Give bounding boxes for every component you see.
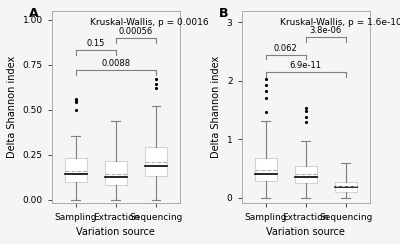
Bar (105, 161, 127, 184)
Bar (65, 158, 87, 182)
Text: 0.0088: 0.0088 (101, 59, 130, 68)
Text: 0.15: 0.15 (87, 40, 105, 48)
Text: Kruskal-Wallis, p = 1.6e-10: Kruskal-Wallis, p = 1.6e-10 (280, 18, 400, 27)
Text: A: A (28, 7, 38, 20)
X-axis label: Variation source: Variation source (266, 227, 345, 237)
Bar (295, 165, 317, 183)
Text: Kruskal-Wallis, p = 0.0016: Kruskal-Wallis, p = 0.0016 (90, 18, 209, 27)
Y-axis label: Delta Shannon index: Delta Shannon index (211, 56, 221, 158)
Text: 0.00056: 0.00056 (119, 27, 153, 36)
Bar (254, 158, 277, 181)
X-axis label: Variation source: Variation source (76, 227, 155, 237)
Text: 0.062: 0.062 (274, 44, 298, 53)
Text: 3.8e-06: 3.8e-06 (310, 26, 342, 35)
Text: B: B (218, 7, 228, 20)
Bar (335, 183, 357, 192)
Y-axis label: Delta Shannon index: Delta Shannon index (7, 56, 17, 158)
Text: 6.9e-11: 6.9e-11 (290, 61, 322, 70)
Bar (145, 147, 167, 175)
